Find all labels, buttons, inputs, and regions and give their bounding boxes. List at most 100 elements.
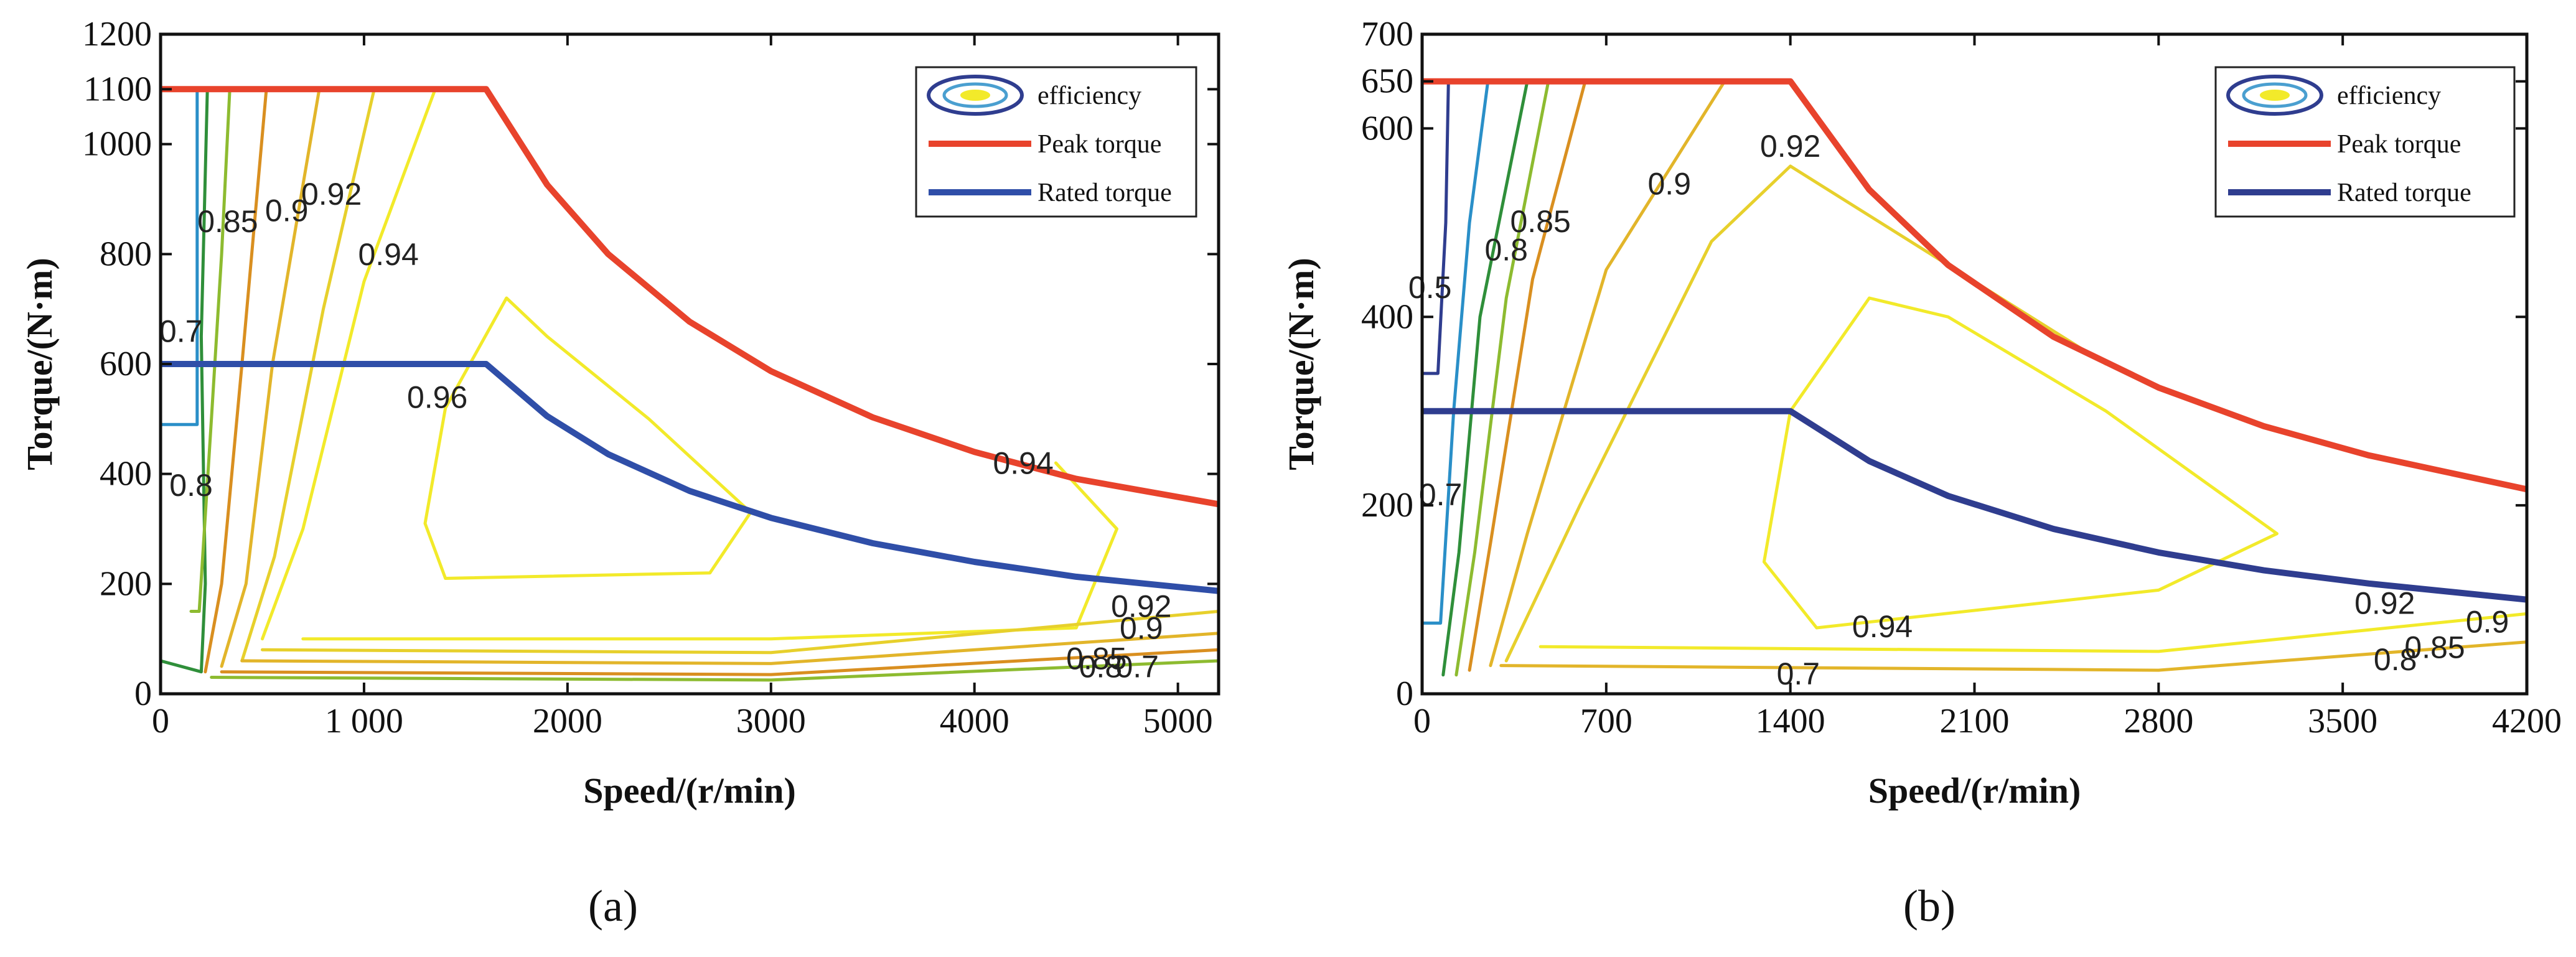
- rated-torque-curve: [1422, 408, 2527, 603]
- y-axis-label: Torque/(N·m): [19, 258, 60, 470]
- legend-efficiency-swatch-middle: [942, 82, 1008, 108]
- efficiency-contour-7: [1762, 296, 2279, 630]
- x-axis-label: Speed/(r/min): [1868, 770, 2081, 811]
- legend-efficiency-swatch-middle: [2242, 82, 2308, 108]
- legend-efficiency-swatch-inner: [2260, 90, 2290, 101]
- contour-label-10: 0.85: [2404, 630, 2465, 665]
- x-tick-label: 4200: [2492, 702, 2562, 740]
- contour-label-3: 0.85: [1510, 204, 1571, 239]
- contour-label-7: 0.94: [993, 446, 1053, 481]
- legend-efficiency-swatch-inner: [960, 90, 990, 101]
- x-tick-label: 0: [152, 702, 169, 740]
- efficiency-contour-2: [1441, 80, 1529, 677]
- chart-panel-a: 0.70.80.85 0.90.920.940.960.940.920.90.85…: [19, 15, 1220, 931]
- x-tick-label: 2100: [1940, 702, 2010, 740]
- efficiency-contour-0: [1422, 80, 1450, 375]
- legend-peak-torque-label: Peak torque: [2337, 130, 2461, 159]
- y-tick-label: 800: [100, 235, 152, 273]
- legend-efficiency-label: efficiency: [1037, 82, 1141, 110]
- contour-label-1: 0.8: [169, 468, 213, 503]
- x-tick-label: 2000: [533, 702, 602, 740]
- efficiency-contour-4: [220, 87, 321, 668]
- y-tick-label: 0: [134, 675, 152, 713]
- x-axis-label: Speed/(r/min): [583, 770, 796, 811]
- contour-label-11: 0.8: [1079, 650, 1123, 684]
- efficiency-contour-5: [240, 87, 376, 663]
- contour-label-8: 0.92: [1111, 589, 1171, 623]
- contour-label-11: 0.8: [2374, 642, 2417, 677]
- efficiency-contour-9: [261, 610, 1219, 655]
- legend: efficiency Peak torque Rated torque: [2214, 66, 2516, 218]
- peak-torque-curve: [161, 86, 1219, 508]
- efficiency-contour-5: [1489, 80, 1726, 668]
- efficiency-contour-8: [301, 461, 1118, 641]
- x-tick-label: 3000: [736, 702, 806, 740]
- contour-label-2: 0.8: [1484, 232, 1528, 267]
- efficiency-contour-12: [210, 659, 1219, 682]
- y-tick-label: 600: [100, 345, 152, 383]
- x-tick-label: 1400: [1756, 702, 1825, 740]
- contour-label-0: 0.5: [1408, 270, 1452, 305]
- x-tick-label: 3500: [2308, 702, 2377, 740]
- peak-torque-curve: [1422, 78, 2527, 493]
- y-tick-label: 0: [1396, 675, 1413, 713]
- efficiency-contour-11: [220, 648, 1219, 676]
- contour-label-2: 0.85: [197, 204, 258, 239]
- y-tick-label: 700: [1361, 15, 1413, 54]
- contour-label-0: 0.7: [159, 314, 203, 349]
- y-tick-label: 1000: [82, 125, 152, 164]
- y-axis-label: Torque/(N·m): [1281, 258, 1321, 470]
- efficiency-contour-3: [1454, 80, 1550, 677]
- efficiency-contour-6: [261, 87, 437, 641]
- legend-peak-torque-label: Peak torque: [1037, 130, 1161, 159]
- contour-label-12: 0.7: [1115, 650, 1159, 684]
- contour-label-7: 0.7: [1777, 656, 1820, 691]
- contour-label-3: 0.9: [265, 193, 309, 228]
- efficiency-contour-1: [161, 87, 209, 674]
- panel-label: (b): [1903, 881, 1955, 931]
- legend-efficiency-swatch-outer: [2226, 75, 2323, 116]
- legend-efficiency-swatch-outer: [927, 75, 1024, 116]
- contour-label-1: 0.7: [1419, 477, 1463, 512]
- efficiency-contour-7: [423, 296, 752, 580]
- y-tick-label: 650: [1361, 62, 1413, 101]
- contour-label-5: 0.94: [358, 237, 418, 272]
- contour-label-4: 0.92: [301, 177, 362, 212]
- contour-label-6: 0.96: [407, 380, 467, 415]
- legend-rated-torque-label: Rated torque: [1037, 179, 1172, 207]
- y-tick-label: 400: [1361, 297, 1413, 336]
- contour-label-6: 0.94: [1852, 609, 1913, 644]
- legend-rated-torque-label: Rated torque: [2337, 179, 2471, 207]
- x-tick-label: 5000: [1143, 702, 1213, 740]
- y-tick-label: 1100: [83, 70, 152, 108]
- efficiency-contour-9: [1499, 640, 2527, 672]
- x-tick-label: 4000: [940, 702, 1009, 740]
- legend: efficiency Peak torque Rated torque: [915, 66, 1197, 218]
- y-tick-label: 200: [1361, 486, 1413, 525]
- efficiency-contour-6: [1504, 164, 2108, 663]
- contour-label-4: 0.9: [1648, 166, 1692, 201]
- efficiency-contour-8: [1539, 612, 2527, 653]
- x-tick-label: 2800: [2124, 702, 2193, 740]
- plot-content: [161, 86, 1219, 682]
- chart-panel-b: 0.50.70.80.850.90.920.940.70.920.90.850.…: [1281, 15, 2562, 931]
- efficiency-contour-0: [161, 87, 199, 426]
- y-tick-label: 1200: [82, 15, 152, 54]
- efficiency-contour-3: [204, 87, 268, 674]
- contour-label-8: 0.92: [2354, 586, 2415, 620]
- legend-efficiency-label: efficiency: [2337, 82, 2441, 110]
- efficiency-contour-2: [189, 87, 232, 613]
- y-tick-label: 600: [1361, 109, 1413, 147]
- y-tick-label: 200: [100, 564, 152, 603]
- x-tick-label: 1 000: [325, 702, 403, 740]
- contour-label-5: 0.92: [1760, 129, 1820, 164]
- x-tick-label: 700: [1580, 702, 1632, 740]
- contour-label-9: 0.9: [1120, 611, 1163, 646]
- x-tick-label: 0: [1413, 702, 1431, 740]
- contour-label-9: 0.9: [2466, 605, 2509, 640]
- y-tick-label: 400: [100, 455, 152, 493]
- contour-label-10: 0.85: [1066, 641, 1126, 676]
- rated-torque-curve: [161, 361, 1219, 594]
- efficiency-contour-10: [240, 632, 1219, 665]
